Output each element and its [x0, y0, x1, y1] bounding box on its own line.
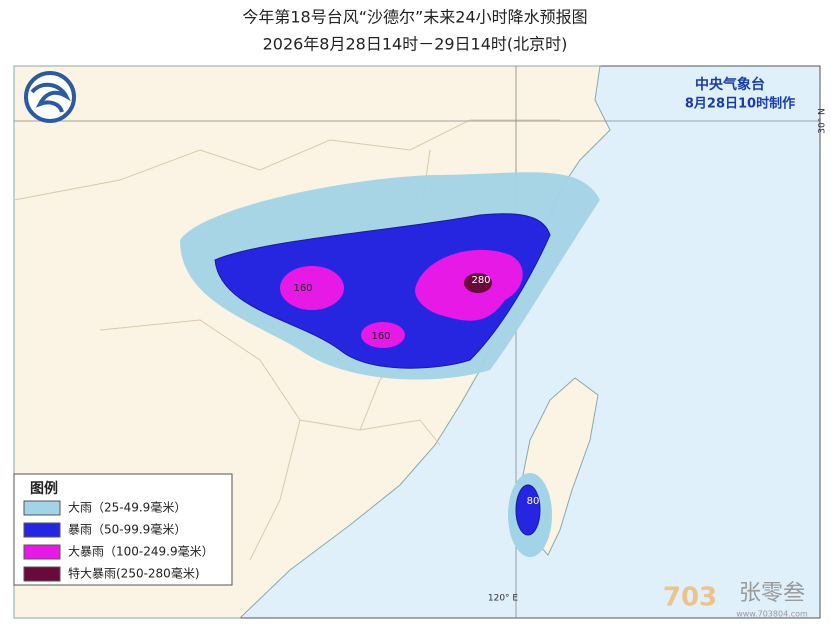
legend-label: 暴雨（50-99.9毫米） — [68, 522, 186, 537]
rain-zone-heavy-storm — [280, 266, 344, 310]
watermark-logo: 703 — [663, 583, 717, 613]
legend-title: 图例 — [30, 480, 58, 497]
legend-label: 大雨（25-49.9毫米） — [68, 500, 186, 515]
watermark: 703 张零叁 www.703804.com — [663, 581, 808, 619]
watermark-site: www.703804.com — [736, 610, 808, 619]
watermark-brand: 张零叁 — [739, 581, 805, 606]
title: 今年第18号台风“沙德尔”未来24小时降水预报图 — [242, 8, 587, 27]
legend-label: 特大暴雨(250-280毫米) — [68, 566, 200, 581]
legend-swatch — [23, 522, 61, 538]
contour-label: 160 — [293, 283, 312, 294]
logo — [24, 71, 76, 123]
agency-issued: 8月28日10时制作 — [685, 96, 795, 112]
subtitle: 2026年8月28日14时－29日14时(北京时) — [263, 35, 568, 54]
contour-label: 160 — [371, 331, 390, 342]
legend-swatch — [23, 500, 61, 516]
agency-name: 中央气象台 — [695, 76, 765, 93]
legend: 图例 大雨（25-49.9毫米） 暴雨（50-99.9毫米） 大暴雨（100-249… — [13, 473, 233, 586]
contour-label: 280 — [471, 275, 490, 286]
rain-zone-extreme — [464, 273, 492, 293]
contour-label: 80 — [527, 496, 540, 507]
longitude-label: 120° E — [488, 594, 519, 604]
legend-label: 大暴雨（100-249.9毫米） — [68, 544, 214, 559]
rain-zone-storm — [515, 484, 541, 536]
legend-swatch — [23, 566, 61, 582]
latitude-label: 30° N — [818, 108, 828, 134]
legend-swatch — [23, 544, 61, 560]
rain-zone-heavy-storm — [361, 322, 405, 348]
